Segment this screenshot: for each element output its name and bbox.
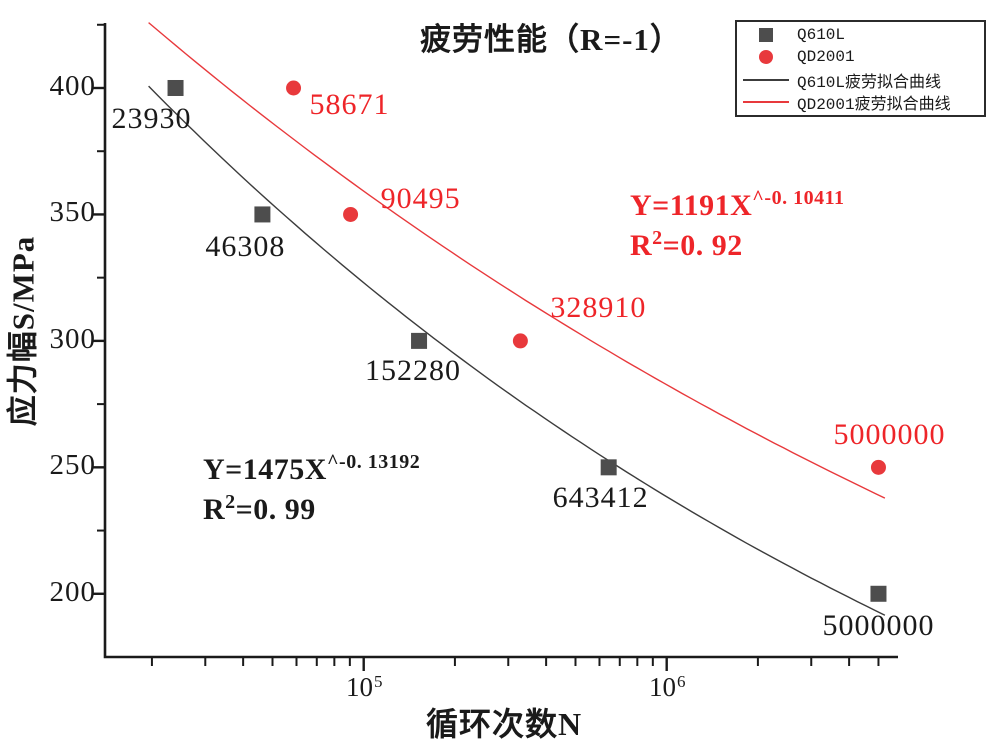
data-point-label: 23930 (111, 101, 192, 135)
circle-marker-icon (743, 50, 789, 65)
legend-label: QD2001 (797, 48, 855, 67)
chart-title: 疲劳性能（R=-1） (420, 22, 682, 57)
legend-entry-qd2001: QD2001 (737, 46, 984, 68)
data-point-label: 5000000 (833, 418, 946, 452)
x-tick-label: 105 (345, 672, 383, 702)
data-point-label: 328910 (550, 290, 647, 324)
y-axis-label: 应力幅S/MPa (5, 235, 41, 427)
data-point-label: 58671 (309, 87, 390, 121)
legend-entry-q610l: Q610L (737, 24, 984, 46)
y-tick-label: 250 (49, 449, 96, 482)
legend-entry-q610l-fit: Q610L疲劳拟合曲线 (737, 69, 984, 92)
x-tick-exponent: 5 (373, 672, 383, 691)
equation-line: Y=1475X^-0. 13192 (203, 451, 421, 486)
legend-entry-qd2001-fit: QD2001疲劳拟合曲线 (737, 91, 984, 114)
y-tick-label: 200 (49, 575, 96, 608)
q610l-fit-equation: Y=1475X^-0. 13192 R2=0. 99 (203, 450, 420, 530)
y-tick-label: 300 (49, 322, 96, 355)
data-point-label: 46308 (205, 230, 286, 264)
legend-label: Q610L (797, 26, 846, 45)
red-line-icon (743, 100, 789, 103)
x-axis-label: 循环次数N (425, 706, 583, 742)
x-tick-label: 106 (648, 672, 686, 702)
y-tick-label: 350 (49, 196, 96, 229)
legend-label: QD2001疲劳拟合曲线 (797, 95, 951, 114)
data-point-label: 5000000 (822, 608, 935, 642)
r-squared-line: R2=0. 92 (630, 227, 743, 262)
legend-box: Q610L QD2001 Q610L疲劳拟合曲线 QD2001疲劳拟合曲线 (735, 20, 986, 117)
data-point-label: 152280 (365, 353, 462, 387)
data-point-label: 643412 (552, 481, 649, 515)
qd2001-fit-equation: Y=1191X^-0. 10411 R2=0. 92 (630, 186, 844, 266)
r-squared-line: R2=0. 99 (203, 491, 316, 526)
y-tick-label: 400 (49, 69, 96, 102)
square-marker-icon (743, 28, 789, 43)
equation-line: Y=1191X^-0. 10411 (630, 187, 845, 222)
x-tick-exponent: 6 (676, 672, 686, 691)
data-point-label: 90495 (380, 182, 461, 216)
black-line-icon (743, 78, 789, 81)
legend-label: Q610L疲劳拟合曲线 (797, 73, 942, 92)
